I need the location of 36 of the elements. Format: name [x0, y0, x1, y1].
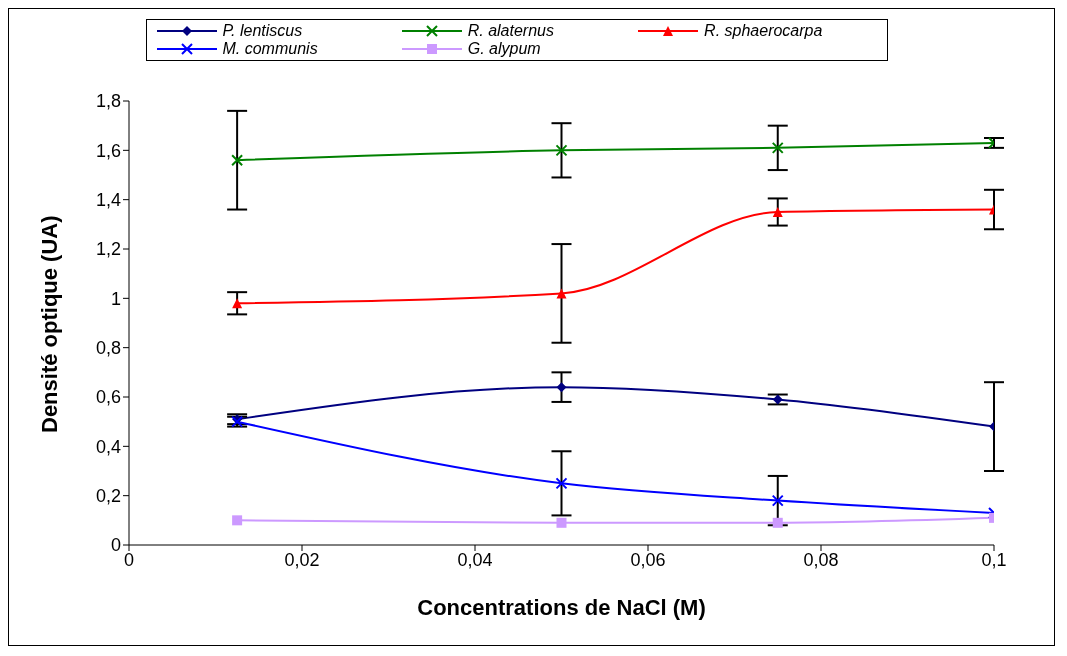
y-tick-label: 1,2 — [95, 239, 121, 260]
legend-label: G. alypum — [467, 40, 541, 58]
point — [556, 288, 567, 299]
point — [232, 298, 243, 309]
y-tick-label: 1,4 — [95, 190, 121, 211]
x-tick-label: 0,04 — [457, 549, 493, 570]
x-tick-label: 0,06 — [630, 549, 666, 570]
y-axis-title: Densité optique (UA) — [36, 215, 62, 433]
y-tick-label: 0,8 — [95, 338, 121, 359]
point — [232, 515, 243, 526]
point — [772, 394, 783, 405]
point — [772, 207, 783, 217]
x-tick-label: 0,08 — [803, 549, 839, 570]
y-tick-label: 1,6 — [95, 140, 121, 161]
x-tick-label: 0,02 — [284, 549, 320, 570]
point — [556, 382, 567, 393]
y-tick-label: 0,6 — [95, 387, 121, 408]
point — [555, 144, 568, 157]
legend-label: M. communis — [222, 40, 318, 58]
y-tick-label: 1 — [110, 288, 121, 309]
point — [556, 517, 567, 528]
legend-label: R. alaternus — [467, 22, 554, 40]
y-tick-label: 0,4 — [95, 436, 121, 457]
x-tick-label: 0 — [123, 549, 135, 570]
x-tick-label: 0,1 — [981, 549, 1007, 570]
y-tick-label: 1,8 — [95, 91, 121, 112]
point — [771, 494, 784, 507]
point — [555, 477, 568, 490]
point — [772, 517, 783, 528]
point — [231, 154, 244, 167]
point — [771, 141, 784, 154]
legend-label: R. sphaerocarpa — [704, 22, 823, 40]
x-axis-title: Concentrations de NaCl (M) — [417, 595, 706, 620]
legend-label: P. lentiscus — [222, 22, 303, 40]
y-tick-label: 0 — [110, 535, 121, 556]
y-tick-label: 0,2 — [95, 486, 121, 507]
